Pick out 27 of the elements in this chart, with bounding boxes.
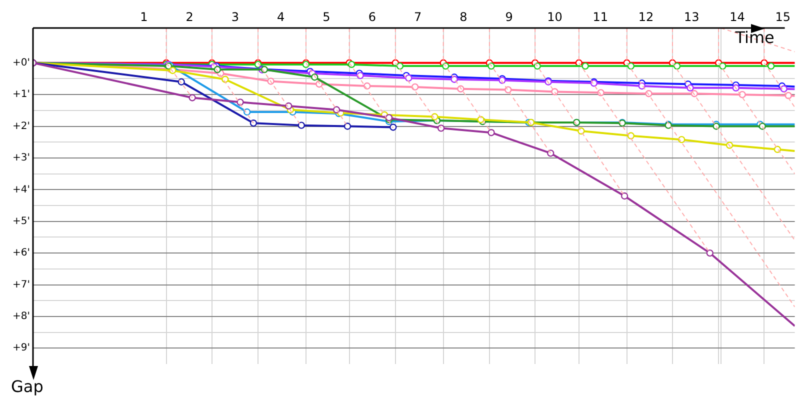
y-tick-label: +3' [12,152,30,164]
y-tick-label: +5' [12,216,30,227]
x-axis-title: Time [734,28,774,48]
x-tick-label: 8 [460,10,468,24]
y-tick-label: +7' [12,279,30,290]
x-tick-label: 7 [414,10,422,24]
y-tick-label: +2' [12,120,30,132]
x-tick-label: 12 [638,10,654,24]
y-tick-label: +6' [12,248,30,259]
x-tick-label: 3 [231,10,240,24]
y-tick-label: +9' [12,342,30,354]
y-tick-label: +1' [12,89,30,100]
x-tick-label: 15 [775,10,791,24]
y-tick-label: +0' [12,57,30,68]
y-axis-title: Gap [11,377,44,396]
x-tick-label: 4 [277,10,285,24]
x-tick-label: 2 [186,10,194,24]
x-tick-label: 13 [684,10,700,24]
x-tick-label: 5 [322,10,330,24]
x-tick-label: 6 [368,10,376,24]
x-tick-label: 10 [547,10,562,24]
y-tick-label: +8' [12,311,30,322]
x-tick-label: 9 [505,10,513,24]
y-tick-label: +4' [12,184,30,196]
x-tick-label: 1 [140,10,148,24]
x-tick-label: 11 [592,10,608,24]
x-tick-label: 14 [730,10,745,24]
